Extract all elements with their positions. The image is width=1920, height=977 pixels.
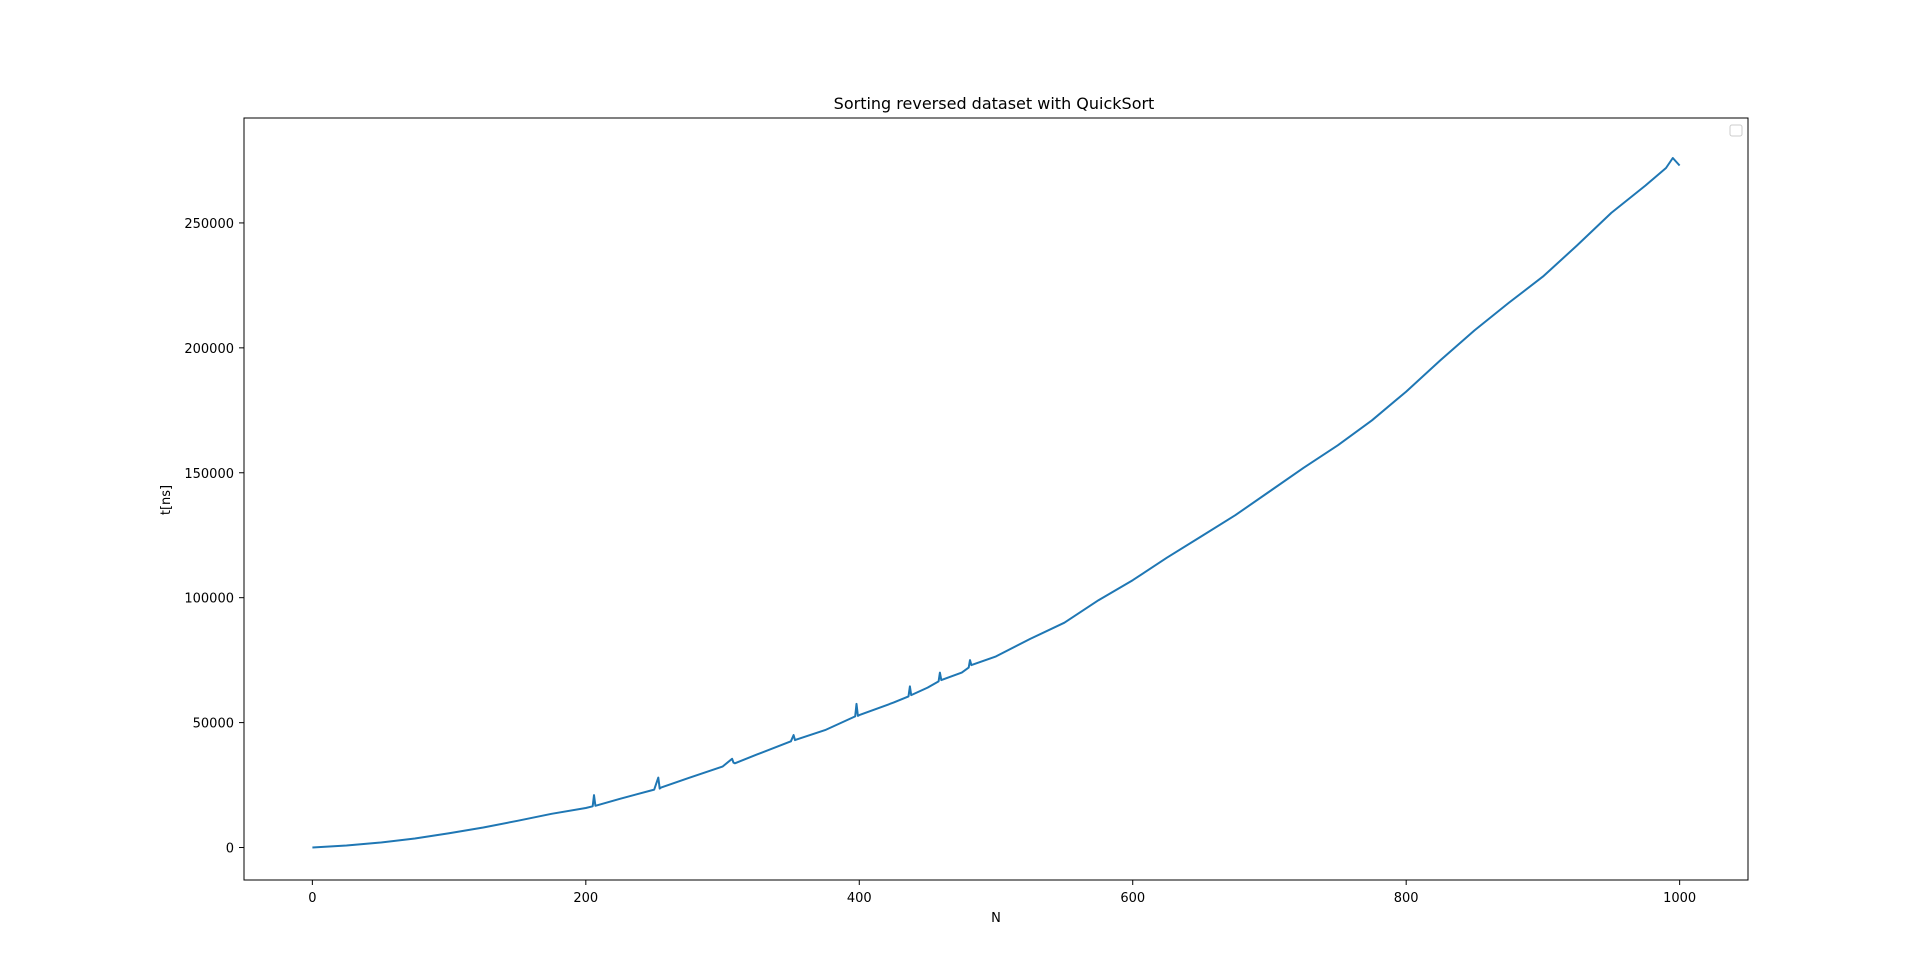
x-tick-label: 1000	[1663, 891, 1696, 906]
y-tick-label: 200000	[184, 342, 234, 357]
x-axis: 0 200 400 600 800 1000	[308, 880, 1696, 906]
y-axis-label: t[ns]	[159, 485, 174, 515]
x-tick-label: 800	[1394, 891, 1419, 906]
chart-title: Sorting reversed dataset with QuickSort	[834, 94, 1155, 113]
x-tick-label: 600	[1120, 891, 1145, 906]
y-tick-label: 50000	[193, 717, 234, 732]
y-tick-label: 0	[226, 842, 234, 857]
legend-box	[1729, 124, 1743, 137]
y-tick-label: 250000	[184, 217, 234, 232]
x-axis-label: N	[991, 911, 1001, 926]
y-axis: 0 50000 100000 150000 200000 250000	[184, 217, 244, 857]
y-tick-label: 150000	[184, 467, 234, 482]
x-tick-label: 0	[308, 891, 316, 906]
x-tick-label: 400	[847, 891, 872, 906]
plot-area	[243, 117, 1749, 881]
y-tick-label: 100000	[184, 592, 234, 607]
series-line	[312, 157, 1681, 849]
x-tick-label: 200	[573, 891, 598, 906]
series-layer	[312, 157, 1681, 849]
axes-frame	[243, 117, 1749, 881]
